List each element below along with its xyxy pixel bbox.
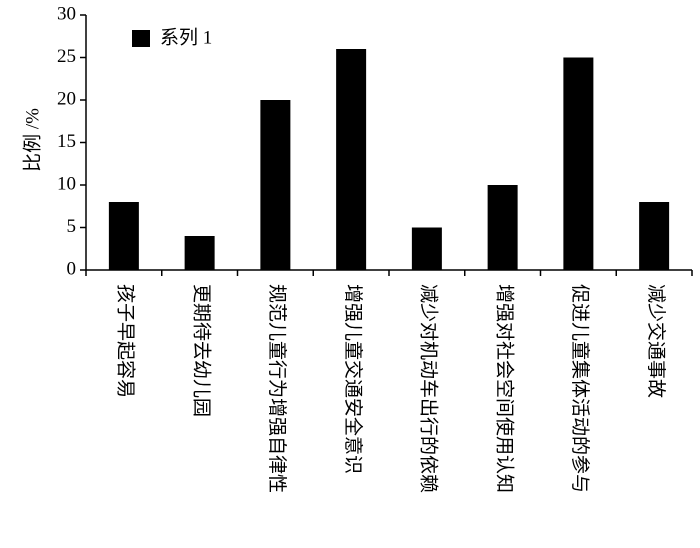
y-tick-label: 25	[57, 46, 76, 67]
x-tick-label: 规范儿童行为增强自律性	[266, 284, 288, 493]
bar	[411, 227, 442, 270]
bar	[108, 202, 139, 270]
bar	[336, 49, 367, 270]
x-tick-label: 增强儿童交通安全意识	[342, 284, 364, 474]
bar	[184, 236, 215, 270]
y-tick-label: 15	[57, 131, 76, 152]
x-tick-label: 更期待去幼儿园	[190, 284, 212, 417]
bar	[639, 202, 670, 270]
y-tick-label: 5	[67, 216, 77, 237]
bar	[487, 185, 518, 270]
y-axis-label: 比例 /%	[21, 108, 43, 172]
x-tick-label: 减少交通事故	[645, 284, 667, 398]
legend-swatch	[132, 30, 150, 47]
y-tick-label: 10	[57, 173, 76, 194]
x-tick-label: 增强对社会空间使用认知	[493, 284, 515, 493]
y-tick-label: 30	[57, 3, 76, 24]
x-tick-label: 减少对机动车出行的依赖	[418, 284, 440, 493]
legend-label: 系列 1	[160, 26, 212, 48]
y-tick-label: 0	[67, 258, 77, 279]
x-tick-label: 促进儿童集体活动的参与	[569, 284, 591, 493]
y-tick-label: 20	[57, 88, 76, 109]
bar	[563, 57, 594, 270]
x-tick-label: 孩子早起容易	[115, 284, 137, 398]
bar	[260, 100, 291, 270]
